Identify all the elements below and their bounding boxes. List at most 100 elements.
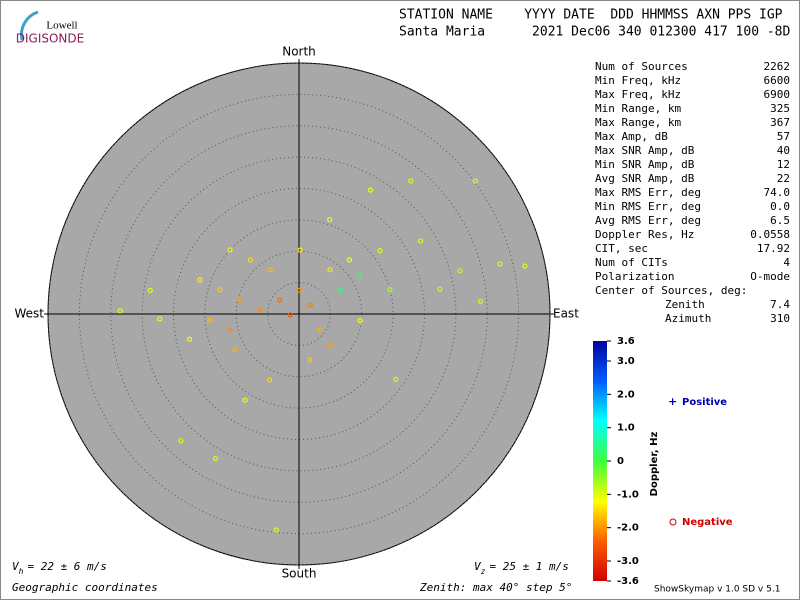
source-point [457, 268, 463, 274]
center-label: Azimuth [665, 312, 711, 325]
source-point [337, 287, 343, 293]
stat-label: Polarization [595, 270, 674, 283]
center-label: Zenith [665, 298, 705, 311]
legend-positive: Positive [682, 397, 727, 408]
source-point [242, 397, 248, 403]
stat-value: 40 [777, 144, 790, 157]
stat-label: Num of Sources [595, 60, 688, 73]
direction: West [14, 307, 44, 321]
stat-value: 325 [770, 102, 790, 115]
direction: North [282, 45, 316, 59]
colorbar-tick-label: -3.0 [617, 556, 639, 567]
vz: Vz = 25 ± 1 m/s [474, 560, 569, 576]
logo-top: Lowell [46, 20, 77, 32]
source-point [186, 336, 193, 342]
source-point [393, 376, 399, 382]
source-point [408, 178, 414, 184]
source-point [297, 287, 303, 293]
stat-value: 74.0 [764, 186, 791, 199]
header-line: STATION NAME YYYY DATE DDD HHMMSS AXN PP… [399, 8, 783, 23]
source-point [377, 248, 383, 254]
stat-label: CIT, sec [595, 242, 648, 255]
source-point [522, 263, 528, 269]
direction: East [553, 307, 579, 321]
source-point [267, 267, 273, 273]
stat-value: 12 [777, 158, 790, 171]
colorbar-tick-label: 3.6 [617, 336, 635, 347]
source-point [497, 261, 503, 267]
stat-label: Min RMS Err, deg [595, 200, 701, 213]
colorbar-tick-label: 3.0 [617, 356, 635, 367]
colorbar [593, 341, 607, 581]
stat-label: Max RMS Err, deg [595, 186, 701, 199]
source-point [472, 178, 479, 184]
stat-value: O-mode [750, 270, 790, 283]
coords: Geographic coordinates [12, 581, 158, 594]
zenith-note: Zenith: max 40° step 5° [419, 581, 572, 594]
stat-value: 22 [777, 172, 790, 185]
source-point [277, 297, 283, 303]
stat-label: Max Range, km [595, 116, 681, 129]
source-point [367, 187, 374, 193]
source-point [306, 357, 313, 363]
stat-label: Max Amp, dB [595, 130, 668, 143]
source-point [327, 342, 333, 348]
center-value: 7.4 [770, 298, 790, 311]
colorbar-tick-label: 1.0 [617, 423, 635, 434]
source-point [247, 257, 253, 263]
stat-label: Min SNR Amp, dB [595, 158, 695, 171]
source-point [237, 297, 243, 303]
source-point [257, 307, 263, 313]
source-point [117, 308, 123, 314]
source-point [477, 298, 484, 304]
source-point [387, 287, 393, 293]
logo-arc [19, 10, 39, 41]
colorbar-tick-label: 2.0 [617, 389, 635, 400]
source-point [273, 527, 279, 533]
direction: South [282, 567, 317, 581]
source-point [307, 302, 313, 308]
stat-value: 6600 [764, 74, 791, 87]
header-line: Santa Maria 2021 Dec06 340 012300 417 10… [399, 25, 791, 40]
source-point [147, 287, 153, 294]
vh: Vh = 22 ± 6 m/s [12, 560, 107, 576]
stat-label: Avg RMS Err, deg [595, 214, 701, 227]
stat-label: Num of CITs [595, 256, 668, 269]
colorbar-tick-label: -1.0 [617, 489, 639, 500]
colorbar-tick-label: -2.0 [617, 523, 639, 534]
source-point [227, 327, 233, 333]
source-point [317, 327, 323, 333]
stat-value: 57 [777, 130, 790, 143]
version: ShowSkymap v 1.0 SD v 5.1 [654, 585, 780, 595]
stat-value: 6900 [764, 88, 791, 101]
source-point [212, 455, 219, 462]
stat-value: 0.0558 [750, 228, 790, 241]
stat-value: 0.0 [770, 200, 790, 213]
source-point [356, 272, 363, 278]
source-point [178, 438, 184, 444]
colorbar-tick-label: -3.6 [617, 576, 639, 587]
stat-value: 367 [770, 116, 790, 129]
source-point [327, 217, 333, 223]
source-point [437, 286, 443, 292]
logo-bottom: DIGISONDE [16, 32, 84, 46]
source-point [217, 287, 223, 293]
source-point [357, 317, 363, 324]
source-point [287, 312, 293, 318]
stat-label: Max Freq, kHz [595, 88, 681, 101]
source-point [197, 277, 203, 283]
stat-label: Min Freq, kHz [595, 74, 681, 87]
center-title: Center of Sources, deg: [595, 284, 747, 297]
stat-label: Max SNR Amp, dB [595, 144, 695, 157]
stat-label: Min Range, km [595, 102, 681, 115]
center-value: 310 [770, 312, 790, 325]
legend-negative: Negative [682, 517, 733, 528]
source-point [346, 257, 353, 263]
stat-value: 2262 [764, 60, 791, 73]
source-point [417, 238, 424, 244]
source-point [267, 377, 273, 383]
source-point [232, 346, 238, 353]
stat-label: Doppler Res, Hz [595, 228, 694, 241]
